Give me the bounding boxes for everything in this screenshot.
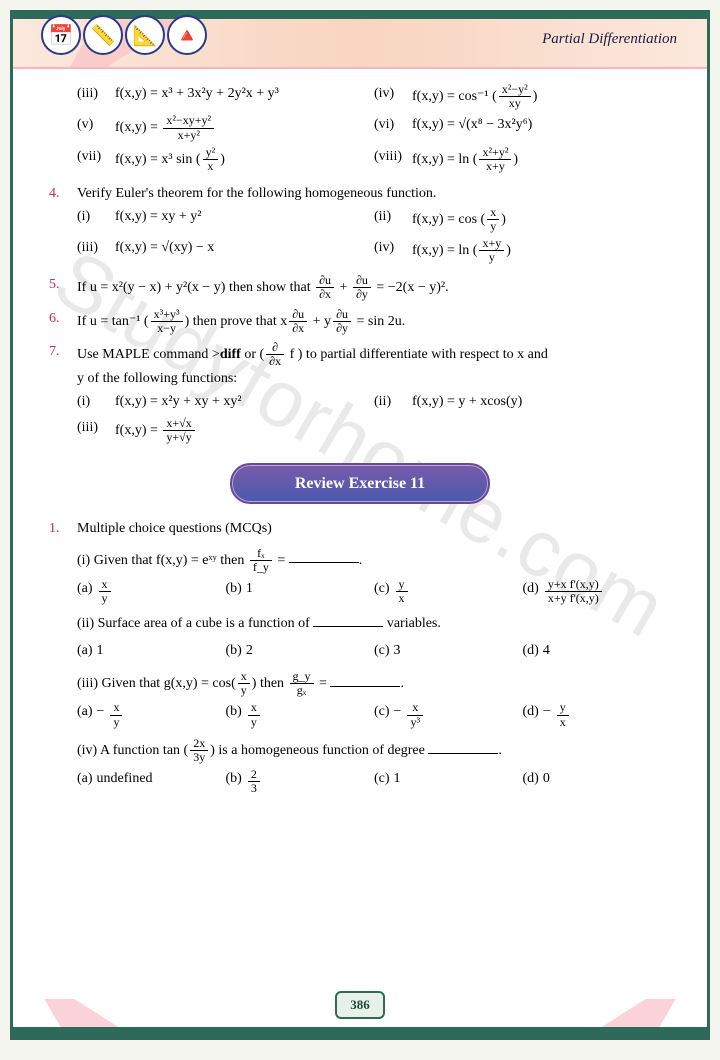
- triangle-icon: 🔺: [167, 15, 207, 55]
- q3-v: f(x,y) = x²−xy+y²x+y²: [115, 114, 216, 141]
- q3-iii: f(x,y) = x³ + 3x²y + 2y²x + y³: [115, 83, 279, 110]
- q4-text: Verify Euler's theorem for the following…: [77, 183, 671, 205]
- q7-number: 7.: [49, 341, 77, 449]
- q7-i: f(x,y) = x²y + xy + xy²: [115, 391, 242, 413]
- compass-icon: 📐: [125, 15, 165, 55]
- r1-iii-options: (a) −xy (b) xy (c) −xy³ (d) −yx: [77, 701, 671, 728]
- q3-vii: f(x,y) = x³ sin (y²x): [115, 146, 225, 173]
- r1-i-options: (a) xy (b) 1 (c) yx (d) y+x f'(x,y)x+y f…: [77, 578, 671, 605]
- q4-number: 4.: [49, 183, 77, 268]
- footer-decor-right: [568, 999, 675, 1029]
- q3-viii: f(x,y) = ln (x²+y²x+y): [412, 146, 518, 173]
- calendar-icon: 📅: [41, 15, 81, 55]
- q7-body: Use MAPLE command >diff or (∂∂x f ) to p…: [77, 341, 671, 449]
- q3-iv: f(x,y) = cos⁻¹ (x²−y²xy): [412, 83, 537, 110]
- q4-ii: f(x,y) = cos (xy): [412, 206, 506, 233]
- q6-number: 6.: [49, 308, 77, 335]
- chapter-title: Partial Differentiation: [542, 31, 677, 48]
- content: Studyforhome.com (iii)f(x,y) = x³ + 3x²y…: [13, 69, 707, 820]
- footer-stripe: [13, 1027, 707, 1037]
- page: 📅 📏 📐 🔺 Partial Differentiation Studyfor…: [10, 10, 710, 1040]
- r1-iv: (iv) A function tan (2x3y) is a homogene…: [77, 737, 671, 764]
- header: 📅 📏 📐 🔺 Partial Differentiation: [13, 13, 707, 69]
- q5-number: 5.: [49, 274, 77, 301]
- r1-head: Multiple choice questions (MCQs): [77, 518, 671, 540]
- q5-body: If u = x²(y − x) + y²(x − y) then show t…: [77, 274, 671, 301]
- r1-i: (i) Given that f(x,y) = eˣʸ then fₓf_y =…: [77, 547, 671, 574]
- header-icons: 📅 📏 📐 🔺: [41, 15, 207, 55]
- q4-iii: f(x,y) = √(xy) − x: [115, 237, 214, 264]
- q4-iv: f(x,y) = ln (x+yy): [412, 237, 511, 264]
- review-heading: Review Exercise 11: [230, 463, 490, 505]
- r1-ii-options: (a) 1 (b) 2 (c) 3 (d) 4: [77, 640, 671, 662]
- q4-i: f(x,y) = xy + y²: [115, 206, 201, 233]
- r1-iv-options: (a) undefined (b) 23 (c) 1 (d) 0: [77, 768, 671, 795]
- footer-decor-left: [44, 999, 151, 1029]
- q7-ii: f(x,y) = y + xcos(y): [412, 391, 522, 413]
- q7-iii: f(x,y) = x+√xy+√y: [115, 417, 197, 444]
- q6-body: If u = tan⁻¹ (x³+y³x−y) then prove that …: [77, 308, 671, 335]
- footer: 386: [13, 989, 707, 1037]
- ruler-icon: 📏: [83, 15, 123, 55]
- r1-ii: (ii) Surface area of a cube is a functio…: [77, 613, 671, 635]
- r1-iii: (iii) Given that g(x,y) = cos(xy) then g…: [77, 670, 671, 697]
- page-number: 386: [335, 991, 385, 1019]
- q3-vi: f(x,y) = √(x⁸ − 3x²y⁶): [412, 114, 532, 141]
- r1-number: 1.: [49, 518, 77, 803]
